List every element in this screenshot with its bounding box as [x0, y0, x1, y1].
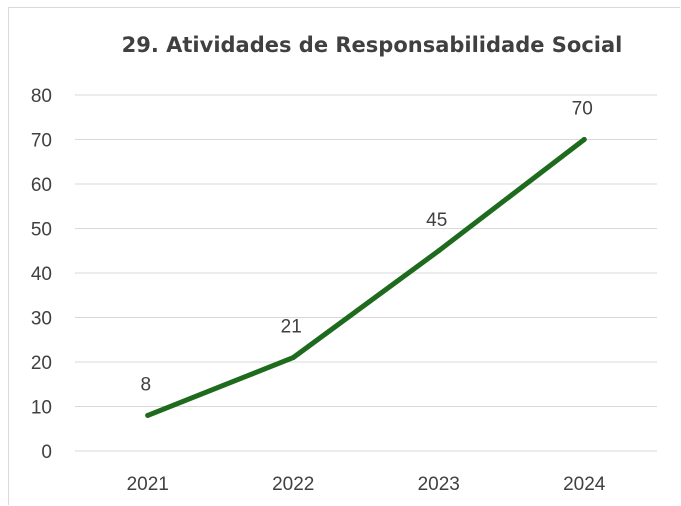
- data-point: [145, 412, 151, 418]
- y-tick-label: 20: [31, 353, 52, 374]
- y-tick-label: 10: [31, 398, 52, 419]
- x-tick-label: 2022: [272, 474, 314, 495]
- y-tick-label: 0: [41, 442, 52, 463]
- gridlines: [75, 94, 657, 452]
- data-label: 8: [140, 374, 151, 395]
- data-point: [290, 355, 296, 361]
- x-tick-label: 2021: [127, 474, 169, 495]
- chart-title: 29. Atividades de Responsabilidade Socia…: [122, 33, 623, 57]
- chart-frame: [8, 7, 680, 505]
- y-tick-label: 60: [31, 175, 52, 196]
- data-label: 21: [281, 317, 302, 338]
- y-tick-label: 30: [31, 309, 52, 330]
- data-label: 70: [572, 99, 593, 120]
- y-tick-label: 50: [31, 220, 52, 241]
- data-point: [581, 137, 587, 142]
- x-axis-ticks: 2021 2022 2023 2024: [127, 474, 606, 495]
- x-tick-label: 2024: [563, 474, 606, 495]
- data-point: [436, 248, 442, 254]
- y-tick-label: 70: [31, 131, 52, 152]
- series-line: [145, 137, 587, 418]
- y-tick-label: 80: [31, 86, 52, 107]
- data-labels: 8 21 45 70: [140, 99, 592, 396]
- data-label: 45: [426, 210, 447, 231]
- y-axis-ticks: 0 10 20 30 40 50 60 70 80: [31, 86, 52, 463]
- x-tick-label: 2023: [418, 474, 460, 495]
- series-group: [145, 137, 587, 418]
- y-tick-label: 40: [31, 264, 52, 285]
